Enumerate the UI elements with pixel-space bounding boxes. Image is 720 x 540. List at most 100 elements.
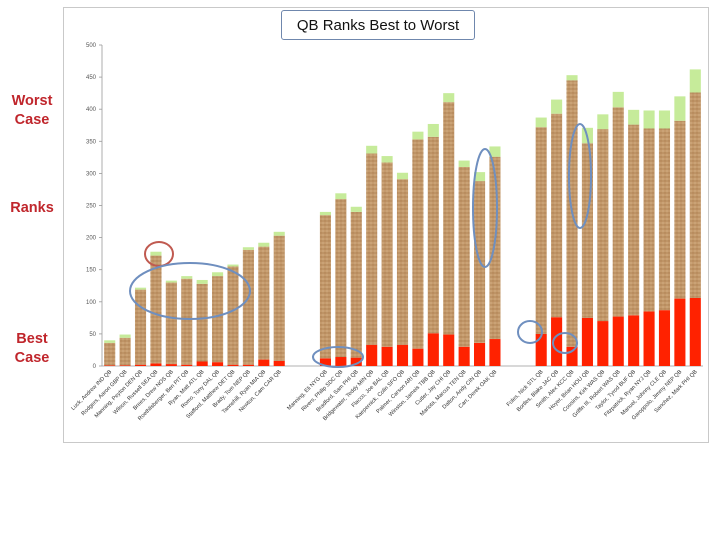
y-tick-label: 0 xyxy=(93,364,97,370)
bar-segment-best xyxy=(350,357,362,366)
bar-segment-worst xyxy=(443,93,455,103)
bar-segment-best xyxy=(566,346,578,366)
bar-segment-best xyxy=(319,358,331,366)
y-tick-label: 100 xyxy=(86,300,97,306)
bar-segment-worst xyxy=(427,123,439,137)
bar-segment-worst xyxy=(319,211,331,216)
bar-segment-range xyxy=(412,139,424,349)
bar-segment-worst xyxy=(150,251,162,256)
bar-segment-worst xyxy=(489,146,501,157)
annotation-ellipse-low-bars xyxy=(312,346,364,368)
bar-segment-best xyxy=(412,348,424,366)
bar-segment-best xyxy=(535,333,547,366)
bar-segment-worst xyxy=(119,334,131,338)
bar-segment-best xyxy=(489,339,501,366)
bar-segment-best xyxy=(242,364,254,366)
bar-segment-worst xyxy=(566,75,578,81)
bar-segment-best xyxy=(227,364,239,366)
annotation-ellipse-foles xyxy=(517,320,543,344)
bar-segment-worst xyxy=(104,340,116,343)
bar-segment-range xyxy=(366,153,378,345)
annotation-ellipse-group-1 xyxy=(129,262,251,320)
bar-segment-best xyxy=(612,316,624,366)
bar-segment-worst xyxy=(597,114,609,130)
y-tick-label: 250 xyxy=(86,204,97,210)
bar-segment-worst xyxy=(134,287,147,290)
bar-segment-best xyxy=(643,311,655,366)
bar-segment-worst xyxy=(366,145,378,154)
bar-segment-worst xyxy=(165,280,177,283)
bar-segment-best xyxy=(273,360,285,366)
bar-segment-worst xyxy=(628,109,640,125)
y-axis: 0 50 100 150 200 250 300 350 400 450 500 xyxy=(86,43,703,370)
bar-segment-worst xyxy=(612,91,624,108)
bar-segment-range xyxy=(689,92,701,298)
bar-segment-best xyxy=(458,346,470,366)
bar-segment-range xyxy=(335,199,347,358)
bar-segment-range xyxy=(273,235,285,361)
bar-segment-worst xyxy=(535,117,547,128)
bar-layer xyxy=(104,69,701,366)
bar-segment-worst xyxy=(212,272,224,277)
bar-segment-worst xyxy=(551,99,563,114)
y-tick-label: 300 xyxy=(86,171,97,177)
bar-segment-best xyxy=(581,317,593,366)
annotation-ellipse-dalton xyxy=(472,148,498,268)
bar-segment-best xyxy=(597,321,609,366)
bar-segment-worst xyxy=(273,231,285,236)
bar-segment-range xyxy=(119,337,131,366)
annotation-layer xyxy=(129,123,592,368)
bar-segment-best xyxy=(335,357,347,366)
bar-segment-range xyxy=(643,128,655,312)
bar-segment-range xyxy=(597,129,609,322)
bar-segment-worst xyxy=(258,242,270,247)
bar-segment-range xyxy=(242,249,254,365)
bar-segment-worst xyxy=(689,69,701,93)
bar-segment-range xyxy=(181,278,193,365)
y-tick-label: 150 xyxy=(86,268,97,274)
chart-title: QB Ranks Best to Worst xyxy=(296,16,460,34)
bar-segment-best xyxy=(212,362,224,366)
bar-segment-range xyxy=(350,211,362,358)
bar-segment-worst xyxy=(658,110,671,129)
bar-segment-range xyxy=(212,276,224,363)
bar-segment-worst xyxy=(196,279,208,284)
bar-segment-worst xyxy=(474,172,486,182)
bar-segment-worst xyxy=(242,247,254,250)
bar-segment-range xyxy=(319,215,331,359)
bar-segment-best xyxy=(150,363,162,366)
bar-segment-best xyxy=(381,346,393,366)
bar-segment-best xyxy=(674,298,686,366)
bar-segment-best xyxy=(258,359,270,366)
bar-segment-worst xyxy=(381,156,393,163)
bar-segment-range xyxy=(258,246,270,360)
bar-segment-range xyxy=(674,120,686,299)
bar-segment-best xyxy=(443,334,455,366)
bar-segment-best xyxy=(104,365,116,366)
bar-segment-best xyxy=(165,364,177,366)
bar-segment-worst xyxy=(227,264,239,267)
chart-title-box: QB Ranks Best to Worst xyxy=(281,10,475,40)
bar-segment-range xyxy=(104,342,116,366)
bar-segment-range xyxy=(489,156,501,340)
bar-segment-range xyxy=(551,113,563,318)
y-tick-label: 350 xyxy=(86,139,97,145)
bar-segment-worst xyxy=(396,172,409,180)
bar-segment-worst xyxy=(458,160,470,167)
bar-segment-worst xyxy=(643,110,655,129)
bar-segment-range xyxy=(581,143,593,318)
best-case-label: Best Case xyxy=(14,331,50,366)
bar-segment-best xyxy=(427,333,439,366)
bar-segment-range xyxy=(443,102,455,335)
bar-segment-range xyxy=(134,289,147,365)
ranks-label: Ranks xyxy=(10,200,54,216)
bar-segment-range xyxy=(396,179,409,345)
y-tick-label: 500 xyxy=(86,43,97,49)
bar-segment-range xyxy=(458,166,470,347)
bar-segment-range xyxy=(381,162,393,347)
bar-segment-best xyxy=(474,342,486,366)
bar-segment-range xyxy=(612,107,624,317)
bar-segment-worst xyxy=(412,131,424,140)
